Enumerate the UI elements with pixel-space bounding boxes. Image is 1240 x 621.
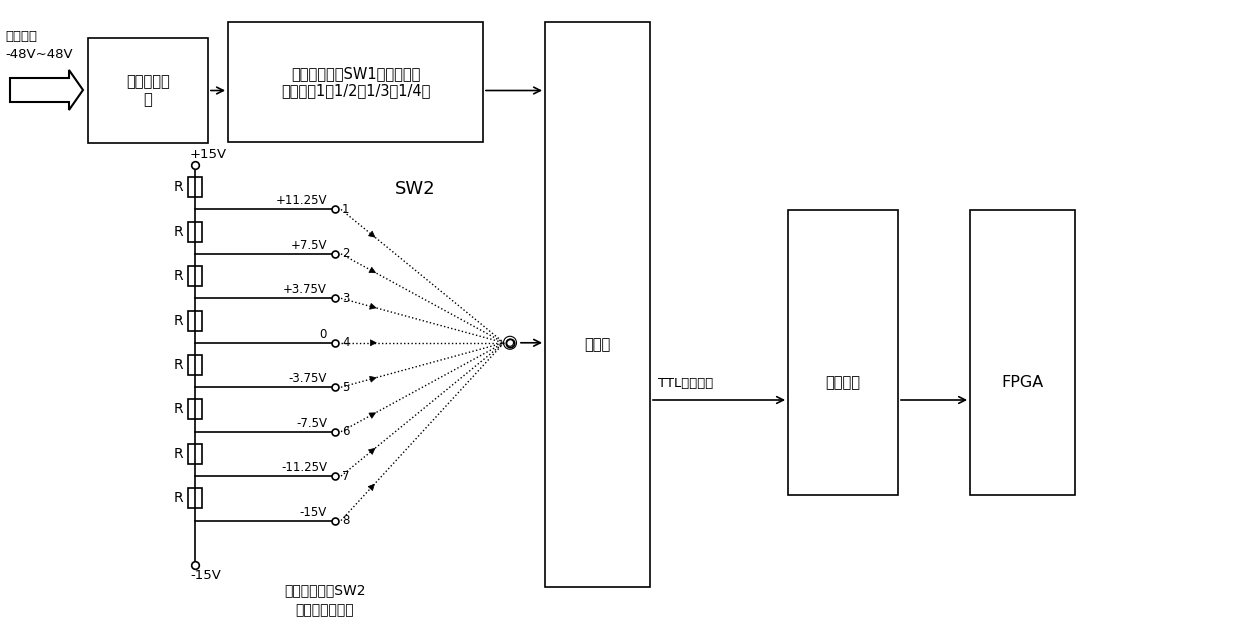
Polygon shape [370,304,376,309]
Text: FPGA: FPGA [1002,375,1044,390]
Text: R: R [174,225,184,238]
Text: R: R [174,358,184,372]
Text: 通过拨码开关SW2: 通过拨码开关SW2 [284,583,366,597]
Bar [188,266,202,286]
Polygon shape [370,376,376,382]
Text: +15V: +15V [190,148,227,161]
Text: SW2: SW2 [396,181,435,199]
Bar [188,399,202,419]
Bar [188,355,202,375]
Text: 键相脉冲: 键相脉冲 [5,30,37,43]
Text: 0: 0 [320,328,327,341]
Polygon shape [368,448,374,455]
Text: -3.75V: -3.75V [289,372,327,385]
Text: 8: 8 [342,514,350,527]
Text: 4: 4 [342,337,350,349]
Text: 6: 6 [342,425,350,438]
Text: 高速光耦: 高速光耦 [826,375,861,390]
Text: TTL电平信号: TTL电平信号 [658,377,713,390]
Bar [88,38,208,143]
Polygon shape [371,340,377,346]
Text: -15V: -15V [190,569,221,582]
Text: -7.5V: -7.5V [296,417,327,430]
Text: 3: 3 [342,292,350,305]
Text: R: R [174,180,184,194]
Text: R: R [174,491,184,505]
Text: 5: 5 [342,381,350,394]
Text: +11.25V: +11.25V [275,194,327,207]
Polygon shape [368,231,374,237]
Bar [188,444,202,464]
Text: 2: 2 [342,247,350,260]
Bar [970,210,1075,495]
Bar [546,22,650,587]
Text: 设置比较器阈值: 设置比较器阈值 [295,603,355,617]
Polygon shape [370,267,376,273]
Text: -48V~48V: -48V~48V [5,48,73,61]
Text: 比较器: 比较器 [584,337,610,352]
Bar [188,488,202,509]
Bar [787,210,898,495]
Polygon shape [370,413,376,419]
Bar [188,222,202,242]
Bar [188,310,202,330]
Bar [228,22,484,142]
Text: -15V: -15V [300,505,327,519]
Text: R: R [174,314,184,327]
Text: R: R [174,402,184,417]
Text: +7.5V: +7.5V [290,239,327,252]
Polygon shape [368,484,374,491]
Text: 通过拨码开关SW1设置脉冲输
入范围（1、1/2、1/3、1/4）: 通过拨码开关SW1设置脉冲输 入范围（1、1/2、1/3、1/4） [280,66,430,98]
Text: -11.25V: -11.25V [281,461,327,474]
Text: R: R [174,269,184,283]
Text: 7: 7 [342,469,350,483]
Bar [188,177,202,197]
Text: 滤波保护电
路: 滤波保护电 路 [126,75,170,107]
Text: R: R [174,447,184,461]
Text: 1: 1 [342,203,350,216]
Text: +3.75V: +3.75V [283,283,327,296]
